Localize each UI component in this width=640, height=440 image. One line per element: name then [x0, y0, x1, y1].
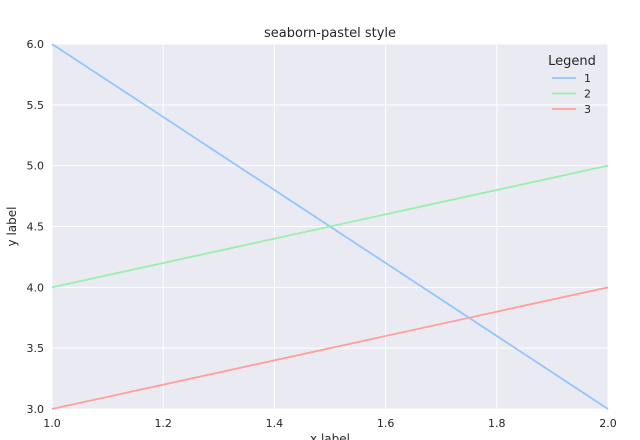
- series-line-2: [51, 164, 609, 289]
- x-tick-label: 1.6: [377, 417, 395, 430]
- x-tick-label: 1.0: [43, 417, 61, 430]
- y-tick-label: 3.5: [27, 342, 45, 355]
- y-tick-label: 4.0: [27, 281, 45, 294]
- x-tick-label: 1.8: [488, 417, 506, 430]
- legend-label-1: 1: [584, 72, 591, 85]
- legend-label-2: 2: [584, 88, 591, 101]
- series-lines: [51, 43, 609, 410]
- y-tick-label: 6.0: [27, 38, 45, 51]
- chart-title: seaborn-pastel style: [264, 26, 396, 41]
- y-tick-label: 5.0: [27, 160, 45, 173]
- x-tick-label: 1.2: [154, 417, 172, 430]
- x-tick-label: 1.4: [266, 417, 284, 430]
- legend: Legend 1 2 3: [548, 54, 596, 116]
- x-axis-label: x label: [310, 432, 350, 440]
- x-tick-label: 2.0: [599, 417, 617, 430]
- y-tick-label: 5.5: [27, 99, 45, 112]
- series-line-3: [51, 286, 609, 410]
- legend-title: Legend: [548, 54, 596, 69]
- x-axis-ticks: 1.0 1.2 1.4 1.6 1.8 2.0: [43, 417, 617, 430]
- legend-label-3: 3: [584, 103, 591, 116]
- legend-items: 1 2 3: [552, 72, 591, 116]
- y-tick-label: 3.0: [27, 403, 45, 416]
- y-tick-label: 4.5: [27, 221, 45, 234]
- y-axis-ticks: 3.0 3.5 4.0 4.5 5.0 5.5 6.0: [27, 38, 45, 416]
- y-axis-label: y label: [5, 207, 19, 247]
